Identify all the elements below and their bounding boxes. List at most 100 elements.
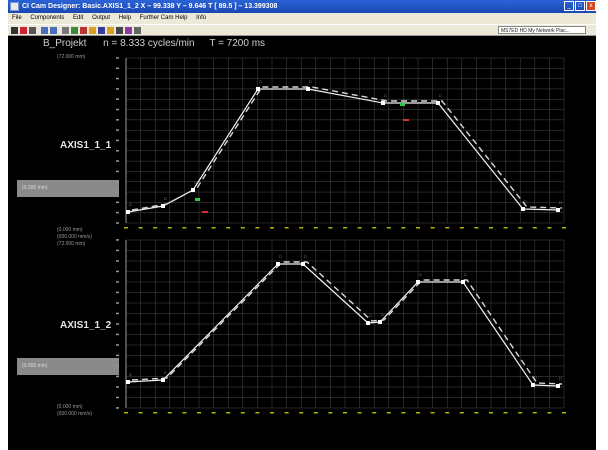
menu-edit[interactable]: Edit xyxy=(73,15,84,21)
axis2-x-tick xyxy=(197,412,201,414)
axis2-y-tick xyxy=(116,270,119,273)
axis2-x-tick xyxy=(562,412,566,414)
axis2-y-tick xyxy=(116,344,119,346)
copy-icon[interactable] xyxy=(29,27,36,34)
axis2-x-tick xyxy=(518,412,523,414)
point-tool-icon[interactable] xyxy=(80,27,87,34)
axis1-y-tick xyxy=(116,129,119,131)
axis2-point-marker: □ xyxy=(164,370,167,375)
grid-icon[interactable] xyxy=(116,27,123,34)
edit-marker-green xyxy=(195,198,200,201)
axis1-point-marker: □ xyxy=(259,79,262,84)
axis1-point-marker: □ xyxy=(194,180,197,185)
edit-marker-red xyxy=(403,119,409,121)
menu-info[interactable]: Info xyxy=(196,15,207,21)
axis1-point-marker: □ xyxy=(384,93,387,98)
axis1-x-tick xyxy=(562,227,566,229)
axis2-bottom-sub: (000.000 mm/s) xyxy=(57,411,93,417)
axis2-point-marker: □ xyxy=(369,313,372,318)
dash-tool-icon[interactable] xyxy=(62,27,69,34)
cycle-speed: n = 8.333 cycles/min xyxy=(103,38,195,49)
axis2-profile-line xyxy=(127,263,559,387)
axis2-x-tick xyxy=(459,412,464,414)
menu-help[interactable]: Help xyxy=(118,15,132,21)
menu-components[interactable]: Components xyxy=(30,15,65,21)
axis1-y-tick xyxy=(116,191,119,193)
axis1-x-tick xyxy=(343,227,347,229)
project-name: B_Projekt xyxy=(43,38,87,49)
axis2-point-marker: □ xyxy=(279,254,282,259)
axis2-profile-point xyxy=(461,280,465,284)
axis1-x-tick xyxy=(489,227,493,229)
axis2-x-tick xyxy=(328,412,333,414)
address-field[interactable]: MS7ED HD My Network Plac... xyxy=(498,26,586,34)
axis1-x-tick xyxy=(372,227,377,229)
axis1-point-marker: □ xyxy=(439,93,442,98)
edit-marker-red xyxy=(202,211,208,213)
app-icon xyxy=(10,2,19,11)
axis1-x-tick xyxy=(284,227,289,229)
axis2-name: AXIS1_1_2 xyxy=(60,320,112,331)
maximize-button[interactable]: □ xyxy=(575,1,585,11)
zoom-icon[interactable] xyxy=(98,27,105,34)
axis1-top-label: (72.000 mm) xyxy=(57,54,86,60)
cycle-period: T = 7200 ms xyxy=(209,38,266,49)
edit-marker-green xyxy=(400,103,405,106)
minimize-button[interactable]: _ xyxy=(564,1,574,11)
ruler-icon[interactable] xyxy=(89,27,96,34)
axis2-y-tick xyxy=(116,312,119,315)
axis2-profile-point xyxy=(531,383,535,387)
axis1-x-tick xyxy=(240,227,245,229)
delete-icon[interactable] xyxy=(20,27,27,34)
measure-icon[interactable] xyxy=(107,27,114,34)
axis2-profile-point xyxy=(161,378,165,382)
axis2-x-tick xyxy=(211,412,216,414)
close-button[interactable]: x xyxy=(586,1,596,11)
line-tool-icon[interactable] xyxy=(50,27,57,34)
print-icon[interactable] xyxy=(134,27,141,34)
menu-further-cam-help[interactable]: Further Cam Help xyxy=(139,15,188,21)
menu-bar: File Components Edit Output Help Further… xyxy=(8,13,596,24)
axis1-x-tick xyxy=(416,227,420,229)
axis2-y-tick xyxy=(116,407,119,409)
settings-icon[interactable] xyxy=(125,27,132,34)
axis2-profile-point xyxy=(416,280,420,284)
axis1-x-tick xyxy=(299,227,304,229)
axis2-x-tick xyxy=(343,412,347,414)
slope-tool-icon[interactable] xyxy=(71,27,78,34)
axis2-y-tick xyxy=(116,365,119,367)
axis2-y-tick xyxy=(116,333,119,336)
save-icon[interactable] xyxy=(11,27,18,34)
axis2-x-tick xyxy=(489,412,493,414)
axis1-bottom-sub: (000.000 mm/s) xyxy=(57,234,93,240)
axis1-x-tick xyxy=(182,227,187,229)
axis1-value-box[interactable]: (0.000 mm) xyxy=(17,180,119,197)
axis2-profile-point xyxy=(378,320,382,324)
axis2-x-tick xyxy=(386,412,391,414)
axis1-x-tick xyxy=(459,227,464,229)
axis2-x-tick xyxy=(299,412,304,414)
axis1-y-tick xyxy=(116,139,119,142)
menu-output[interactable]: Output xyxy=(92,15,111,21)
axis1-x-tick xyxy=(547,227,552,229)
cam-header: B_Projekt n = 8.333 cycles/min T = 7200 … xyxy=(43,38,265,49)
axis1-x-tick xyxy=(313,227,318,229)
axis2-x-tick xyxy=(372,412,377,414)
axis1-y-tick xyxy=(116,98,119,100)
menu-file[interactable]: File xyxy=(12,15,22,21)
axis2-value-box[interactable]: (0.000 mm) xyxy=(17,358,119,375)
axis1-profile-point xyxy=(126,210,130,214)
toolbar: MS7ED HD My Network Plac... xyxy=(8,24,596,36)
axis1-profile-point xyxy=(521,207,525,211)
axis2-x-tick xyxy=(138,412,143,414)
curve-tool-icon[interactable] xyxy=(41,27,48,34)
title-bar[interactable]: CI Cam Designer: Basic.AXIS1_1_2 X – 99.… xyxy=(8,0,596,13)
cam-plot-area[interactable]: □ □ □ □ □ □ □ □ □ □ □ □ □ □ □ □ □ □ □ xyxy=(8,0,596,450)
axis2-x-tick xyxy=(313,412,318,414)
axis1-y-tick xyxy=(116,160,119,162)
axis1-x-tick xyxy=(474,227,479,229)
axis2-x-tick xyxy=(401,412,406,414)
axis1-x-tick xyxy=(124,227,128,229)
axis1-x-tick xyxy=(386,227,391,229)
axis2-x-tick xyxy=(240,412,245,414)
